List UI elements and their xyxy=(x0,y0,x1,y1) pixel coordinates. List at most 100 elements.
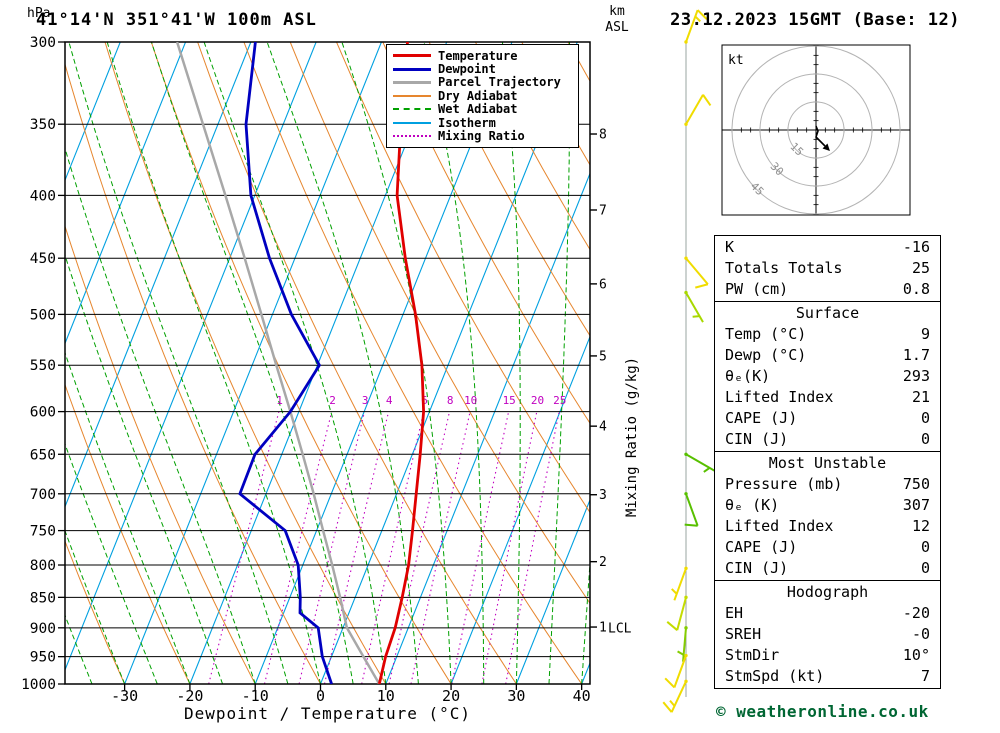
stat-row-k: θₑ (K) 307 xyxy=(715,495,940,516)
stat-value: -20 xyxy=(902,604,930,622)
pressure-tick-label: 700 xyxy=(30,487,56,503)
stat-value: 307 xyxy=(902,496,930,514)
legend-item-dry-adiabat: Dry Adiabat xyxy=(393,89,572,103)
legend-line-sample xyxy=(393,67,431,71)
wet-adiabat-line xyxy=(65,351,191,684)
dry-adiabat-line xyxy=(428,42,590,337)
temperature-tick-label: 0 xyxy=(316,687,325,705)
stats-section-most-unstable: Most Unstable Pressure (mb) 750 θₑ (K) 307 Li… xyxy=(714,451,941,581)
stat-row-stmspd-kt: StmSpd (kt) 7 xyxy=(715,666,940,687)
km-unit-label: km xyxy=(609,4,625,19)
legend-line-sample xyxy=(393,108,431,111)
stat-row-cin-j: CIN (J) 0 xyxy=(715,429,940,450)
wind-barb xyxy=(684,256,709,289)
wind-barb xyxy=(684,9,708,44)
legend-line-sample xyxy=(393,135,431,138)
stat-value: 25 xyxy=(911,259,930,277)
legend-item-mixing-ratio: Mixing Ratio xyxy=(393,129,572,144)
temperature-tick-label: 10 xyxy=(377,687,395,705)
stat-row-cin-j: CIN (J) 0 xyxy=(715,558,940,579)
mixing-ratio-value-label: 4 xyxy=(386,394,393,407)
wind-barb xyxy=(684,94,712,126)
wet-adiabat-line xyxy=(266,42,419,684)
stat-row-stmdir: StmDir 10° xyxy=(715,645,940,666)
stats-section-hodograph: Hodograph EH -20 SREH -0 StmDir 10° StmSpd (kt)… xyxy=(714,580,941,689)
stat-label: StmSpd (kt) xyxy=(725,667,825,685)
stat-row-k: θₑ(K) 293 xyxy=(715,366,940,387)
stat-label: CAPE (J) xyxy=(725,538,798,556)
datetime-label: 23.12.2023 15GMT (Base: 12) xyxy=(670,10,960,30)
legend-item-label: Parcel Trajectory xyxy=(438,75,561,90)
isotherm-line xyxy=(515,498,590,684)
stat-row-cape-j: CAPE (J) 0 xyxy=(715,537,940,558)
stats-section-header: Hodograph xyxy=(786,583,869,601)
mixing-ratio-value-label: 10 xyxy=(464,394,477,407)
wet-adiabat-line xyxy=(65,529,126,684)
wet-adiabat-line xyxy=(548,42,571,684)
copyright-label: © weatheronline.co.uk xyxy=(716,702,929,721)
indices-tables: K -16 Totals Totals 25 PW (cm) 0.8 Surface Temp… xyxy=(714,235,941,689)
legend-item-label: Mixing Ratio xyxy=(438,129,525,144)
pressure-tick-label: 450 xyxy=(30,251,56,267)
chart-legend: Temperature Dewpoint Parcel Trajectory Dry … xyxy=(386,44,579,148)
stat-label: CIN (J) xyxy=(725,559,789,577)
hodograph-trace-arrow xyxy=(822,143,830,151)
pressure-tick-label: 850 xyxy=(30,590,56,606)
wind-barb xyxy=(684,290,704,323)
stat-value: 1.7 xyxy=(902,346,930,364)
temperature-line xyxy=(377,42,426,684)
stat-label: PW (cm) xyxy=(725,280,789,298)
pressure-tick-label: 600 xyxy=(30,405,56,421)
stat-label: Pressure (mb) xyxy=(725,475,843,493)
dry-adiabat-line xyxy=(65,383,191,684)
mixing-ratio-value-label: 20 xyxy=(531,394,544,407)
pressure-tick-label: 650 xyxy=(30,447,56,463)
isotherm-line xyxy=(385,171,590,684)
temperature-tick-label: 20 xyxy=(442,687,460,705)
isotherm-line xyxy=(124,42,382,684)
axes-and-gridlines: 3003504004505005506006507007508008509009… xyxy=(21,35,632,705)
stat-label: Temp (°C) xyxy=(725,325,807,343)
x-axis-title: Dewpoint / Temperature (°C) xyxy=(183,704,472,723)
stat-label: Totals Totals xyxy=(725,259,843,277)
stat-value: 9 xyxy=(920,325,930,343)
stat-value: 0 xyxy=(920,430,930,448)
wet-adiabat-line xyxy=(68,42,289,684)
isotherm-line xyxy=(319,42,578,684)
stat-label: θₑ (K) xyxy=(725,496,780,514)
wet-adiabat-line xyxy=(151,42,354,684)
wind-barb xyxy=(671,566,688,601)
dry-adiabat-line xyxy=(65,539,126,684)
pressure-tick-label: 550 xyxy=(30,358,56,374)
legend-line-sample xyxy=(393,121,431,124)
mixing-ratio-line xyxy=(451,411,510,684)
stat-value: 0 xyxy=(920,559,930,577)
pressure-tick-label: 950 xyxy=(30,650,56,666)
stats-section-header: Most Unstable xyxy=(768,454,887,472)
stat-value: 750 xyxy=(902,475,930,493)
pressure-tick-label: 400 xyxy=(30,188,56,204)
wind-barb xyxy=(684,492,699,527)
temperature-tick-label: -20 xyxy=(176,687,203,705)
stat-row-dewp-c: Dewp (°C) 1.7 xyxy=(715,345,940,366)
altitude-tick-label: 3 xyxy=(599,488,607,503)
temperature-tick-label: 40 xyxy=(573,687,591,705)
stat-value: 21 xyxy=(911,388,930,406)
pressure-tick-label: 1000 xyxy=(21,677,56,693)
stat-label: StmDir xyxy=(725,646,780,664)
stat-value: 0.8 xyxy=(902,280,930,298)
mixing-ratio-line xyxy=(208,411,280,684)
pressure-tick-label: 500 xyxy=(30,307,56,323)
dry-adiabat-line xyxy=(474,42,590,251)
wet-adiabat-line xyxy=(423,42,485,684)
sounding-profiles xyxy=(175,42,426,684)
mixing-ratio-value-label: 25 xyxy=(553,394,566,407)
mixing-ratio-value-label: 3 xyxy=(362,394,369,407)
altitude-tick-label: 2 xyxy=(599,555,607,570)
wet-adiabat-line xyxy=(341,42,452,684)
temperature-tick-label: -10 xyxy=(242,687,269,705)
isotherm-line xyxy=(65,42,317,672)
altitude-tick-label: 8 xyxy=(599,128,607,143)
